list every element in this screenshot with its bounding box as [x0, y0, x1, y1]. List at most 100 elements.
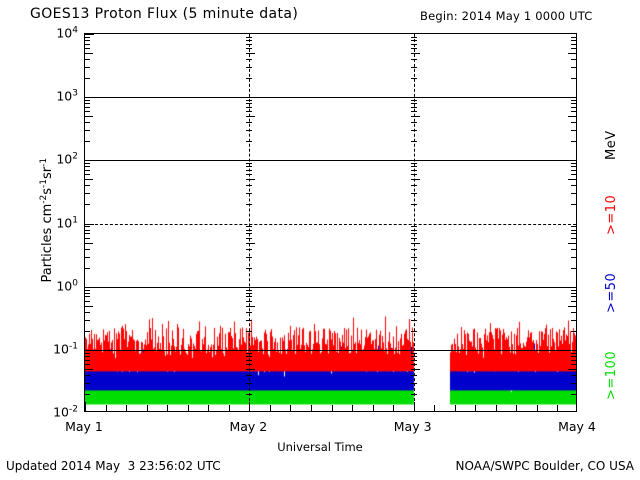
minor-tick: [246, 382, 253, 384]
minor-tick: [410, 43, 417, 45]
minor-tick: [246, 363, 253, 365]
y-tick-label-4: 100: [56, 278, 78, 294]
y-tick-minor: [85, 130, 90, 132]
minor-tick: [246, 122, 253, 124]
day-divider-1: [249, 34, 251, 411]
y-tick-major: [85, 34, 94, 35]
x-tick: [372, 405, 374, 411]
minor-tick: [246, 311, 253, 313]
minor-tick: [410, 296, 417, 298]
minor-tick: [246, 355, 253, 357]
x-tick-label-3: May 4: [558, 419, 596, 434]
y-tick-major: [85, 349, 94, 351]
minor-tick: [246, 141, 253, 143]
y-tick-minor: [85, 292, 90, 294]
minor-tick: [410, 311, 417, 313]
begin-time-label: Begin: 2014 May 1 0000 UTC: [420, 9, 593, 23]
minor-tick: [571, 300, 576, 302]
x-tick: [413, 402, 415, 411]
y-axis-title-text: Particles cm: [40, 203, 56, 283]
y-tick-minor: [85, 116, 93, 118]
minor-tick: [410, 352, 417, 354]
x-tick: [269, 405, 271, 411]
updated-timestamp: Updated 2014 May 3 23:56:02 UTC: [6, 459, 221, 473]
x-tick: [536, 405, 538, 411]
minor-tick: [571, 59, 576, 61]
flux-series-canvas: [85, 34, 576, 411]
minor-tick: [571, 170, 576, 172]
minor-tick: [571, 36, 576, 38]
minor-tick: [571, 289, 576, 291]
minor-tick: [410, 40, 417, 42]
minor-tick: [246, 43, 253, 45]
minor-tick: [571, 103, 576, 105]
x-tick: [85, 402, 86, 411]
y-tick-minor: [85, 248, 90, 250]
minor-tick: [410, 163, 417, 165]
minor-tick: [571, 111, 576, 113]
y-tick-minor: [85, 330, 90, 332]
y-tick-minor: [85, 229, 90, 231]
y-tick-minor: [85, 166, 90, 168]
minor-tick: [571, 40, 576, 42]
minor-tick: [571, 163, 576, 165]
minor-tick: [571, 296, 576, 298]
y-tick-minor: [85, 163, 90, 165]
gridline-1e1: [85, 223, 576, 225]
minor-tick: [246, 267, 253, 269]
y-tick-minor: [85, 237, 90, 239]
minor-tick: [571, 185, 576, 187]
y-axis-title: Particles cm-2s-1sr-1: [38, 157, 56, 283]
minor-tick: [410, 242, 420, 244]
minor-tick: [410, 319, 417, 321]
minor-tick: [246, 130, 253, 132]
minor-tick: [571, 229, 576, 231]
x-tick: [228, 405, 230, 411]
y-tick-minor: [85, 141, 90, 143]
minor-tick: [410, 363, 417, 365]
minor-tick: [246, 352, 253, 354]
y-tick-minor: [85, 204, 90, 206]
y-tick-label-3: 101: [56, 214, 78, 231]
minor-tick: [246, 226, 253, 228]
minor-tick: [246, 67, 253, 69]
minor-tick: [571, 174, 576, 176]
minor-tick: [571, 226, 576, 228]
minor-tick: [571, 141, 576, 143]
minor-tick: [410, 305, 420, 307]
y-tick-minor: [85, 103, 90, 105]
minor-tick: [410, 48, 417, 49]
x-tick: [187, 405, 189, 411]
minor-tick: [571, 78, 576, 80]
minor-tick: [246, 59, 253, 61]
minor-tick: [568, 179, 576, 181]
y-tick-minor: [85, 185, 90, 187]
minor-tick: [410, 103, 417, 105]
minor-tick: [410, 170, 417, 172]
minor-tick: [410, 300, 417, 302]
y-tick-minor: [85, 40, 90, 42]
minor-tick: [571, 67, 576, 69]
minor-tick: [410, 193, 417, 195]
minor-tick: [410, 204, 417, 206]
minor-tick: [410, 368, 420, 370]
gridline-1e3: [85, 97, 576, 99]
y-tick-minor: [85, 100, 90, 102]
minor-tick: [246, 374, 253, 376]
minor-tick: [571, 233, 576, 235]
y-tick-major: [85, 223, 94, 225]
minor-tick: [568, 242, 576, 244]
minor-tick: [410, 78, 417, 80]
legend-ge100: >=100: [604, 350, 619, 400]
minor-tick: [410, 122, 417, 124]
minor-tick: [246, 242, 256, 244]
y-tick-label-1: 103: [56, 88, 78, 104]
minor-tick: [410, 67, 417, 69]
y-tick-minor: [85, 311, 90, 313]
minor-tick: [571, 106, 576, 108]
gridline-1e2: [85, 160, 576, 162]
x-tick: [475, 405, 477, 411]
legend-ge10: >=10: [604, 194, 619, 235]
minor-tick: [571, 355, 576, 357]
minor-tick: [571, 374, 576, 376]
